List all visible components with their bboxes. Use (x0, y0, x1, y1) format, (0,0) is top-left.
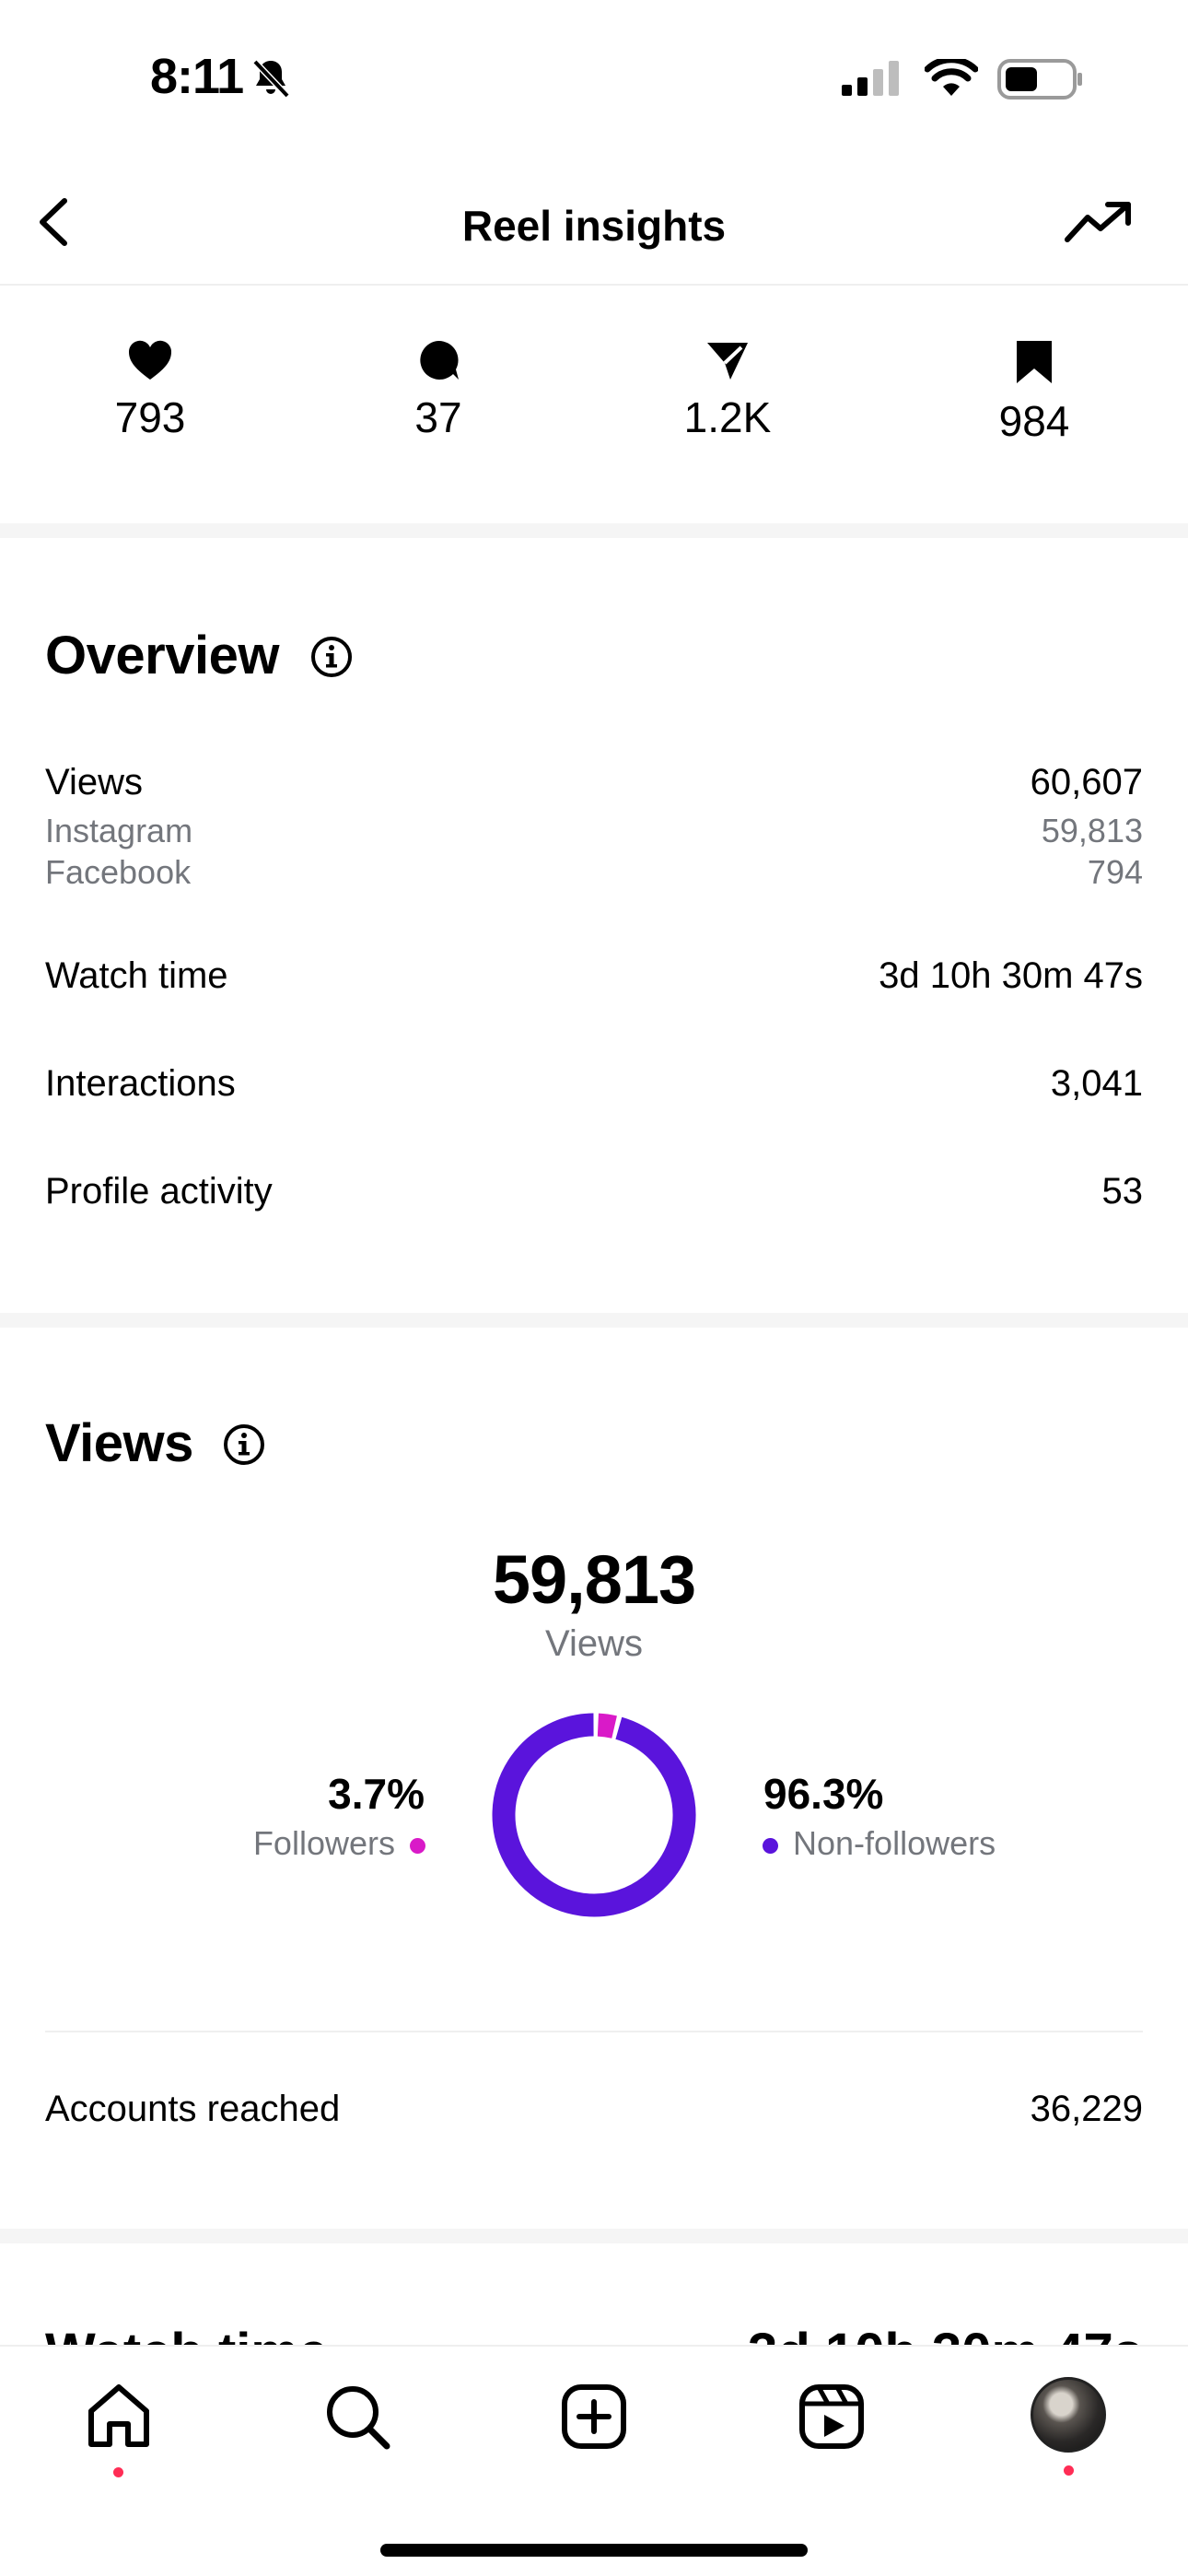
heart-icon (128, 340, 172, 380)
create-icon[interactable] (557, 2380, 631, 2453)
profile-notification-dot (1064, 2465, 1074, 2476)
trending-up-icon[interactable] (1064, 199, 1134, 245)
divider (45, 2031, 1143, 2032)
status-time: 8:11 (150, 49, 244, 104)
info-icon[interactable] (309, 635, 354, 679)
non-followers-label: Non-followers (793, 1824, 996, 1862)
views-section-title: Views (45, 1413, 193, 1473)
saves-stat: 984 (924, 339, 1145, 446)
cellular-signal-icon (842, 61, 899, 96)
overview-title: Overview (45, 626, 279, 685)
instagram-value: 59,813 (1041, 812, 1143, 849)
shares-stat: 1.2K (617, 339, 838, 442)
facebook-value: 794 (1087, 853, 1143, 891)
followers-percent: 3.7% (328, 1770, 425, 1818)
views-label: Views (45, 762, 143, 802)
interactions-label: Interactions (45, 1063, 236, 1104)
profile-activity-label: Profile activity (45, 1171, 273, 1212)
views-total-label: Views (545, 1623, 643, 1664)
followers-legend: Followers (253, 1824, 425, 1863)
followers-dot (410, 1837, 425, 1854)
save-icon (1017, 341, 1052, 383)
views-donut-chart (492, 1713, 696, 1917)
views-total: 59,813 (492, 1541, 696, 1618)
battery-icon (997, 59, 1082, 100)
reels-icon[interactable] (795, 2380, 868, 2453)
donut-segment-followers (597, 1713, 617, 1739)
donut-segment-non-followers (492, 1713, 696, 1917)
profile-avatar[interactable] (1031, 2377, 1106, 2453)
status-bar: 8:11 (0, 0, 1188, 157)
info-icon[interactable] (222, 1423, 266, 1467)
search-icon[interactable] (320, 2380, 394, 2453)
saves-count: 984 (998, 397, 1070, 445)
back-arrow-icon[interactable] (31, 190, 87, 254)
shares-count: 1.2K (683, 393, 772, 441)
share-icon (707, 343, 748, 380)
home-indicator (380, 2544, 808, 2557)
views-value: 60,607 (1030, 762, 1143, 802)
section-separator (0, 523, 1188, 538)
profile-activity-value: 53 (1101, 1171, 1144, 1212)
likes-stat: 793 (40, 339, 261, 442)
facebook-label: Facebook (45, 853, 192, 891)
comment-icon (420, 340, 459, 380)
accounts-reached-label: Accounts reached (45, 2089, 341, 2129)
section-separator (0, 2229, 1188, 2243)
bell-muted-icon (252, 59, 290, 99)
followers-label: Followers (252, 1824, 395, 1862)
comments-stat: 37 (328, 339, 549, 442)
engagement-stats: 793 37 1.2K 984 (0, 287, 1188, 523)
home-icon[interactable] (82, 2380, 156, 2453)
interactions-value: 3,041 (1050, 1063, 1143, 1104)
wifi-icon (925, 59, 978, 96)
non-followers-dot (763, 1837, 778, 1854)
instagram-label: Instagram (45, 812, 193, 849)
watch-time-value: 3d 10h 30m 47s (879, 955, 1143, 996)
comments-count: 37 (414, 393, 462, 441)
home-notification-dot (113, 2467, 123, 2477)
accounts-reached-value: 36,229 (1030, 2089, 1143, 2129)
watch-time-label: Watch time (45, 955, 228, 996)
page-title: Reel insights (461, 202, 727, 250)
section-separator (0, 1313, 1188, 1328)
likes-count: 793 (114, 393, 186, 441)
non-followers-percent: 96.3% (763, 1770, 884, 1818)
top-bar: Reel insights (0, 157, 1188, 286)
non-followers-legend: Non-followers (763, 1824, 996, 1863)
bottom-nav (0, 2345, 1188, 2576)
